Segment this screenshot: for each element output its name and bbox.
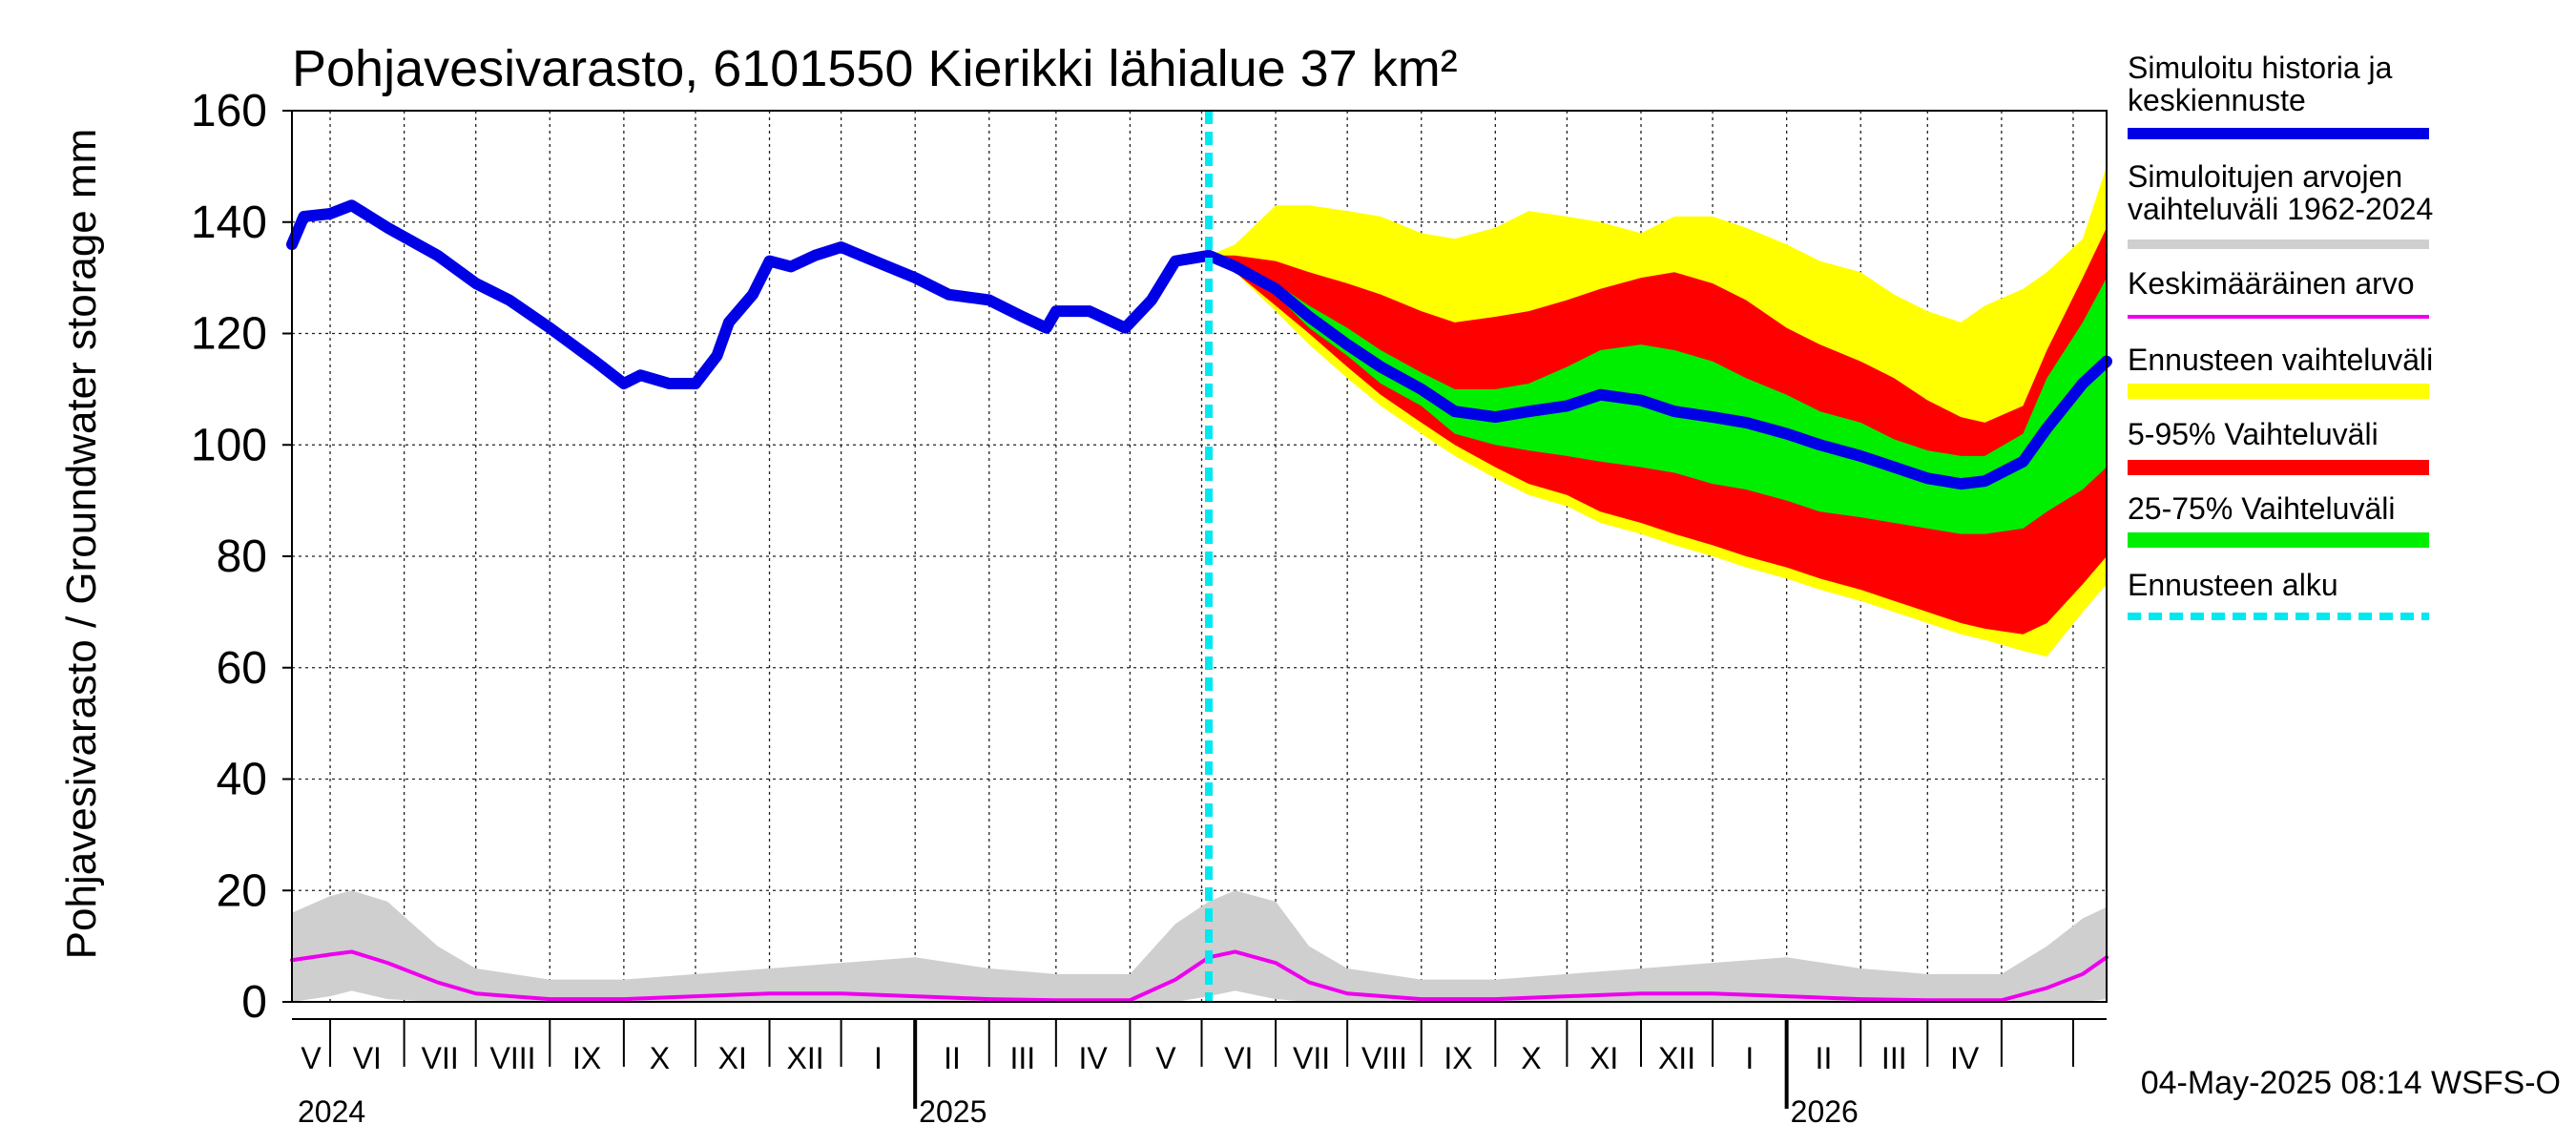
month-label: XII bbox=[787, 1041, 824, 1075]
legend-label: keskiennuste bbox=[2128, 83, 2306, 117]
y-tick-label: 120 bbox=[191, 309, 267, 360]
legend-entry-fc_start: Ennusteen alku bbox=[2128, 568, 2429, 620]
y-axis-label: Pohjavesivarasto / Groundwater storage m… bbox=[58, 129, 105, 960]
y-tick-label: 60 bbox=[217, 643, 267, 694]
legend-label: Ennusteen vaihteluväli bbox=[2128, 343, 2433, 377]
month-label: X bbox=[650, 1041, 670, 1075]
legend: Simuloitu historia jakeskiennusteSimuloi… bbox=[2128, 51, 2433, 620]
legend-entry-p25_75: 25-75% Vaihteluväli bbox=[2128, 491, 2429, 548]
month-label: VII bbox=[1293, 1041, 1330, 1075]
month-label: VIII bbox=[1361, 1041, 1407, 1075]
y-tick-label: 140 bbox=[191, 198, 267, 248]
legend-entry-p5_95: 5-95% Vaihteluväli bbox=[2128, 417, 2429, 475]
legend-label: Simuloitujen arvojen bbox=[2128, 159, 2402, 194]
y-tick-label: 80 bbox=[217, 531, 267, 582]
month-label: IX bbox=[572, 1041, 601, 1075]
legend-label: Ennusteen alku bbox=[2128, 568, 2338, 602]
month-label: VIII bbox=[489, 1041, 535, 1075]
plot-area bbox=[286, 110, 2112, 1003]
legend-label: Keskimääräinen arvo bbox=[2128, 266, 2415, 301]
y-tick-label: 20 bbox=[217, 865, 267, 916]
legend-entry-mean: Keskimääräinen arvo bbox=[2128, 266, 2429, 319]
month-label: IV bbox=[1079, 1041, 1109, 1075]
y-tick-label: 0 bbox=[241, 977, 267, 1028]
y-tick-label: 100 bbox=[191, 420, 267, 470]
month-label: IX bbox=[1444, 1041, 1472, 1075]
legend-label: 5-95% Vaihteluväli bbox=[2128, 417, 2379, 451]
month-label: II bbox=[1816, 1041, 1833, 1075]
month-label: III bbox=[1881, 1041, 1907, 1075]
month-label: VII bbox=[422, 1041, 459, 1075]
legend-label: 25-75% Vaihteluväli bbox=[2128, 491, 2395, 526]
legend-label: Simuloitu historia ja bbox=[2128, 51, 2393, 85]
year-label: 2026 bbox=[1791, 1094, 1859, 1129]
legend-entry-fc_range: Ennusteen vaihteluväli bbox=[2128, 343, 2433, 399]
month-label: V bbox=[301, 1041, 322, 1075]
history-forecast-line bbox=[286, 199, 2112, 490]
month-label: IV bbox=[1950, 1041, 1980, 1075]
year-label: 2025 bbox=[919, 1094, 987, 1129]
month-label: XII bbox=[1658, 1041, 1695, 1075]
y-tick-label: 40 bbox=[217, 755, 267, 805]
month-label: X bbox=[1521, 1041, 1541, 1075]
legend-label: vaihteluväli 1962-2024 bbox=[2128, 192, 2433, 226]
month-label: I bbox=[874, 1041, 883, 1075]
month-label: XI bbox=[1589, 1041, 1618, 1075]
chart-title: Pohjavesivarasto, 6101550 Kierikki lähia… bbox=[292, 40, 1458, 97]
month-label: V bbox=[1155, 1041, 1176, 1075]
footer-timestamp: 04-May-2025 08:14 WSFS-O bbox=[2141, 1065, 2561, 1101]
month-label: III bbox=[1009, 1041, 1035, 1075]
historical-range-band bbox=[292, 890, 2107, 1002]
month-label: I bbox=[1745, 1041, 1754, 1075]
year-label: 2024 bbox=[298, 1094, 365, 1129]
month-label: VI bbox=[353, 1041, 382, 1075]
month-label: VI bbox=[1224, 1041, 1253, 1075]
month-label: XI bbox=[718, 1041, 747, 1075]
y-tick-label: 160 bbox=[191, 86, 267, 136]
month-label: II bbox=[944, 1041, 961, 1075]
